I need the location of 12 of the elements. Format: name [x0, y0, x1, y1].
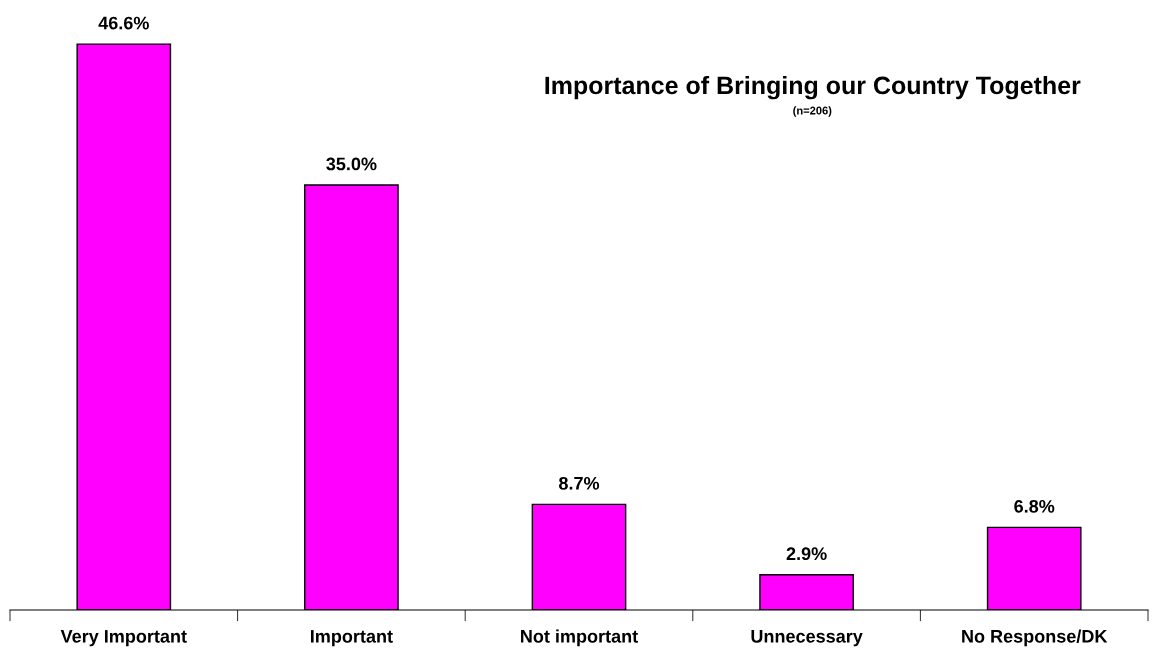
- data-label: 2.9%: [786, 547, 827, 561]
- data-label: 6.8%: [1014, 499, 1055, 513]
- x-tick-label: Unnecessary: [751, 630, 863, 647]
- x-tick-label: Not important: [521, 629, 638, 647]
- data-label: 35.0%: [326, 157, 377, 171]
- data-label: 8.7%: [559, 476, 600, 490]
- data-label: 46.6%: [98, 16, 149, 30]
- text: Importance of Bringing our Country Together: [545, 75, 1081, 100]
- x-tick-label: Important: [310, 630, 393, 647]
- x-tick-label: No Response/DK: [962, 629, 1108, 647]
- text: (n=206): [793, 106, 832, 117]
- x-tick-label: Very Important: [60, 630, 187, 647]
